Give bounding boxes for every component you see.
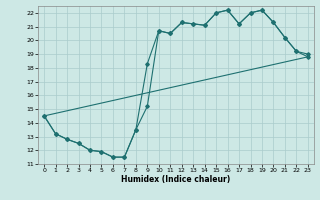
X-axis label: Humidex (Indice chaleur): Humidex (Indice chaleur) [121, 175, 231, 184]
